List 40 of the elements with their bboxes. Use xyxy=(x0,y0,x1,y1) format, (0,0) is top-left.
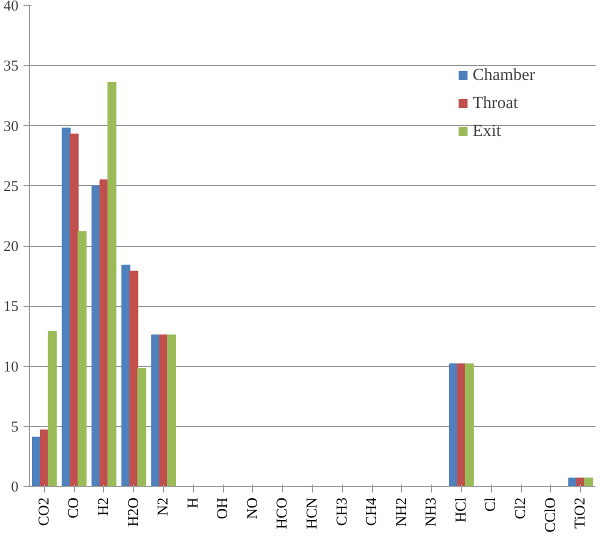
x-tick-label: NH2 xyxy=(394,497,410,527)
x-tick-label: NH3 xyxy=(424,497,440,527)
x-tick-label: HCO xyxy=(274,497,291,530)
bar xyxy=(48,330,57,486)
x-tick-label: H2 xyxy=(96,497,112,516)
bar xyxy=(70,134,79,486)
bar xyxy=(584,478,594,486)
y-tick-label: 10 xyxy=(4,359,18,376)
x-tick-label: H xyxy=(185,497,202,508)
y-tick-label: 25 xyxy=(4,178,18,195)
x-tick-label: NO xyxy=(244,497,261,520)
x-tick-label: HCl xyxy=(453,497,470,523)
x-tick-label: N2 xyxy=(156,497,172,516)
x-tick-label: CH3 xyxy=(334,497,350,526)
x-tick-label: CO2 xyxy=(36,497,52,526)
bar xyxy=(167,334,176,486)
bar xyxy=(121,264,130,486)
y-tick-label: 35 xyxy=(4,58,18,75)
bar xyxy=(137,368,146,486)
x-tick-label: TiO2 xyxy=(572,497,589,529)
x-tick-label: Cl2 xyxy=(513,497,530,520)
x-tick-label: CClO xyxy=(542,497,559,533)
bar xyxy=(78,231,87,486)
bar xyxy=(464,363,474,486)
bar xyxy=(107,82,116,486)
y-tick-label: 5 xyxy=(11,419,18,436)
y-tick-label: 30 xyxy=(4,118,18,135)
x-tick-label: HCN xyxy=(304,497,320,530)
x-tick-label: Cl xyxy=(483,497,500,512)
x-tick-label: CH4 xyxy=(364,497,380,526)
y-tick-label: 40 xyxy=(4,0,18,14)
legend-label: Throat xyxy=(472,93,518,113)
x-tick-label: CO xyxy=(66,497,82,518)
x-tick-label: OH xyxy=(215,497,232,520)
y-tick-label: 15 xyxy=(4,299,18,316)
x-tick-label: H2O xyxy=(126,497,142,527)
legend-label: Chamber xyxy=(472,65,535,85)
legend-label: Exit xyxy=(472,121,502,141)
y-tick-label: 0 xyxy=(11,480,18,496)
y-tick-label: 20 xyxy=(4,239,18,255)
